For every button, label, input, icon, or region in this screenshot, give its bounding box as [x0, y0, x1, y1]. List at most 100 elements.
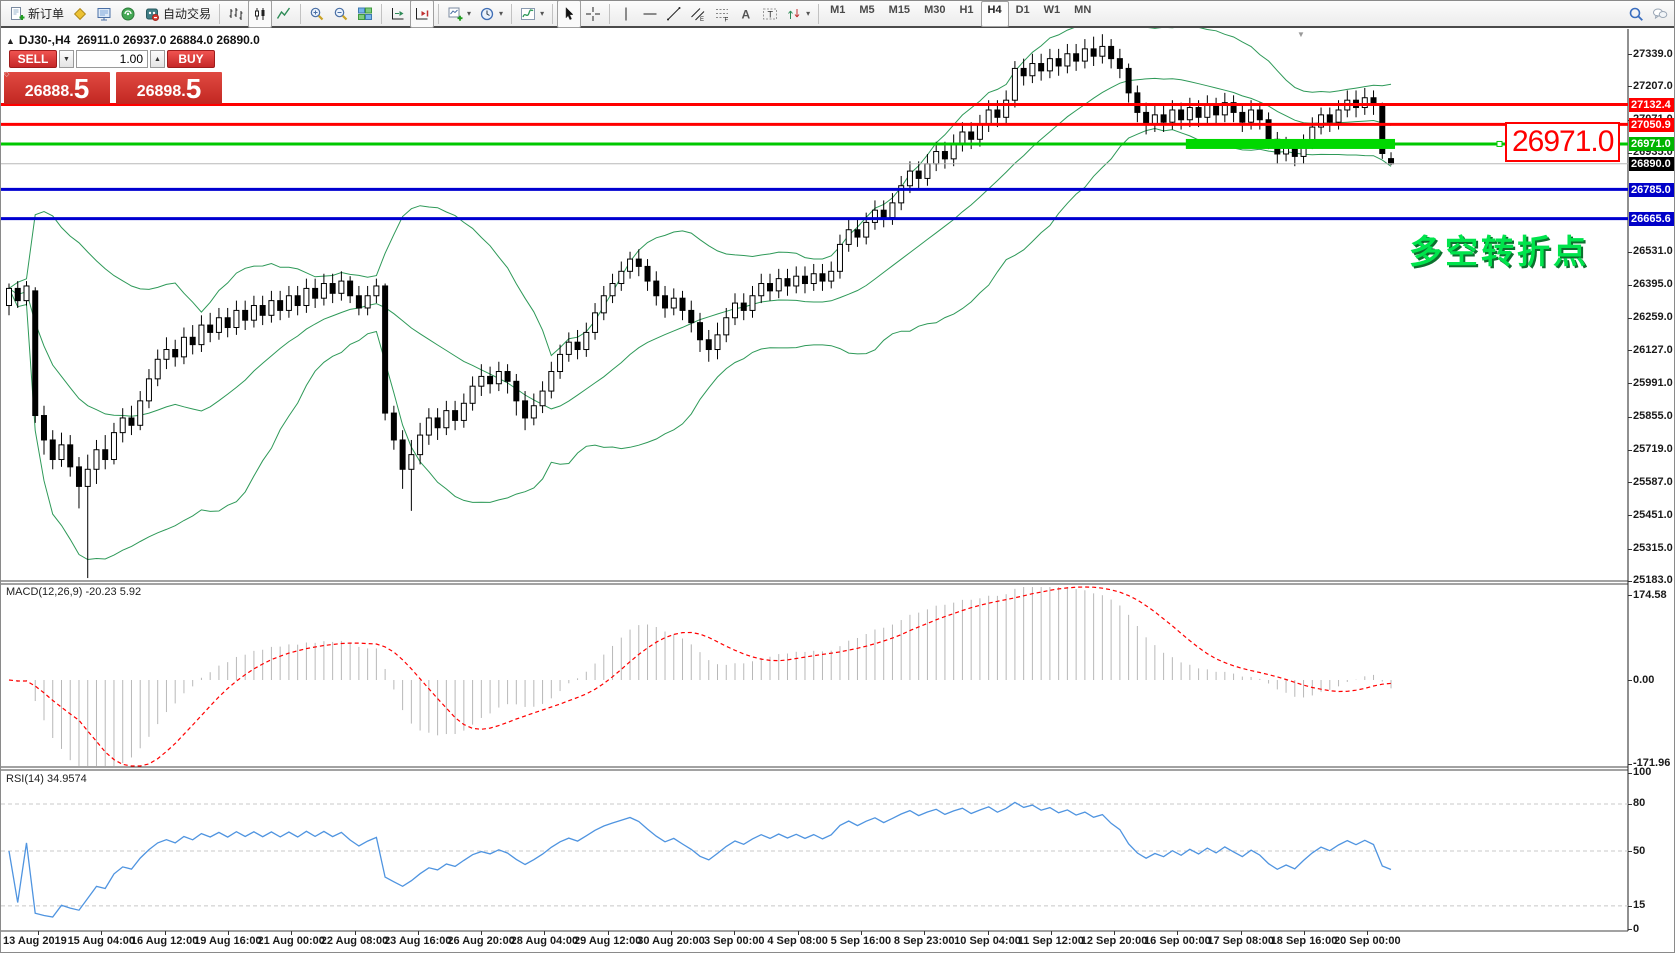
- new-order-button-label: 新订单: [28, 7, 65, 21]
- chart-shift-button[interactable]: [410, 1, 435, 28]
- axis-tick: [1628, 763, 1632, 765]
- axis-tick: [1628, 548, 1632, 550]
- time-axis-tick: [481, 931, 483, 935]
- line-chart-button[interactable]: [272, 1, 296, 28]
- zoom-out-icon: [333, 6, 349, 22]
- yellow-diamond-icon: [72, 6, 88, 22]
- axis-label: 50: [1633, 844, 1646, 857]
- axis-tick: [1628, 251, 1632, 253]
- metaeditor-button[interactable]: [68, 1, 92, 28]
- sell-price-quote[interactable]: 26888. 5: [4, 72, 110, 104]
- indicators-button[interactable]: ▾: [516, 1, 548, 28]
- time-axis-label: 13 Aug 2019: [3, 935, 67, 947]
- cursor-button[interactable]: [557, 1, 582, 28]
- svg-text:T: T: [768, 9, 774, 19]
- chart-periods-button[interactable]: ▾: [475, 1, 507, 28]
- timeframe-button-w1[interactable]: W1: [1043, 3, 1061, 16]
- time-axis-tick: [607, 931, 609, 935]
- cursor-icon: [561, 6, 577, 22]
- time-axis-label: 10 Sep 04:00: [954, 935, 1021, 947]
- trendline-button[interactable]: [662, 1, 686, 28]
- vline-icon: [618, 6, 634, 22]
- text-label-button[interactable]: T: [758, 1, 782, 28]
- collapse-panel-icon[interactable]: ▲: [6, 36, 15, 46]
- timeframe-button-h4[interactable]: H4: [980, 1, 1009, 27]
- indicators-icon: [520, 6, 536, 22]
- svg-text:E: E: [700, 17, 704, 22]
- axis-tick: [1628, 317, 1632, 319]
- timeframe-button-mn[interactable]: MN: [1074, 3, 1092, 16]
- chevron-down-icon[interactable]: ▾: [499, 9, 504, 18]
- search-button[interactable]: [1624, 1, 1648, 28]
- zoom-out-button[interactable]: [329, 1, 353, 28]
- chevron-down-icon[interactable]: ▾: [467, 9, 472, 18]
- toolbar-separator: [552, 3, 554, 24]
- bar-chart-button[interactable]: [224, 1, 248, 28]
- volume-input[interactable]: [76, 50, 148, 68]
- axis-label: 26971.0: [1629, 137, 1674, 152]
- trend-icon: [666, 6, 682, 22]
- volume-increase-button[interactable]: ▲: [150, 50, 165, 68]
- chevron-down-icon[interactable]: ▾: [806, 9, 811, 18]
- candles-icon: [252, 6, 268, 22]
- terminal-button[interactable]: [92, 1, 116, 28]
- chart-area[interactable]: ▲ DJ30-,H4 26911.0 26937.0 26884.0 26890.…: [1, 15, 1674, 952]
- equidistant-channel-button[interactable]: E: [686, 1, 710, 28]
- time-axis-label: 30 Aug 20:00: [637, 935, 705, 947]
- autoscroll-icon: [390, 6, 406, 22]
- time-axis-label: 21 Aug 00:00: [257, 935, 325, 947]
- toolbar: 新订单 自动交易 ▾ ▾ ▾ E F A T ▾ M1 M5 M15 M30 H1 H4 D1 W1 MN: [1, 1, 1674, 28]
- buy-price-quote[interactable]: 26898. 5: [116, 72, 222, 104]
- new-chart-button[interactable]: ▾: [443, 1, 475, 28]
- timeframe-button-h1[interactable]: H1: [959, 3, 974, 16]
- turning-point-annotation[interactable]: 多空转折点: [1409, 233, 1589, 270]
- axis-label: 27050.9: [1629, 117, 1674, 132]
- chevron-down-icon[interactable]: ▾: [540, 9, 545, 18]
- timeframe-button-m15[interactable]: M15: [888, 3, 911, 16]
- timeframe-button-m5[interactable]: M5: [859, 3, 875, 16]
- strategy-tester-button[interactable]: [116, 1, 140, 28]
- fibonacci-button[interactable]: F: [710, 1, 734, 28]
- time-axis-tick: [1114, 931, 1116, 935]
- axis-label: 27132.4: [1629, 98, 1674, 112]
- clock-icon: [479, 6, 495, 22]
- volume-decrease-button[interactable]: ▼: [59, 50, 74, 68]
- axis-tick: [1628, 449, 1632, 451]
- axis-label: 80: [1633, 797, 1646, 810]
- axis-label: 25315.0: [1633, 542, 1673, 555]
- autotrading-button[interactable]: 自动交易: [140, 1, 215, 28]
- autotrading-robot-icon: [144, 6, 160, 22]
- sell-button[interactable]: SELL: [9, 50, 57, 68]
- horizontal-line-button[interactable]: [638, 1, 662, 28]
- candlestick-chart-button[interactable]: [248, 1, 273, 28]
- auto-scroll-button[interactable]: [386, 1, 410, 28]
- crosshair-icon: [585, 6, 601, 22]
- timeframe-button-d1[interactable]: D1: [1015, 3, 1030, 16]
- toolbar-separator: [438, 3, 440, 24]
- toolbar-separator: [381, 3, 383, 24]
- axis-label: 25855.0: [1633, 410, 1673, 423]
- price-callout-box[interactable]: 26971.0: [1505, 121, 1621, 162]
- arrows-button[interactable]: ▾: [782, 1, 814, 28]
- time-axis-tick: [101, 931, 103, 935]
- time-axis-label: 19 Aug 16:00: [194, 935, 262, 947]
- chat-button[interactable]: [1648, 1, 1672, 28]
- search-icon: [1628, 6, 1644, 22]
- one-click-trading-panel: SELL ▼ ▲ BUY 26888.5 26898.5: [4, 50, 226, 104]
- tile-windows-button[interactable]: [353, 1, 377, 28]
- axis-tick: [1628, 929, 1632, 931]
- line-icon: [276, 6, 292, 22]
- timeframe-button-m30[interactable]: M30: [924, 3, 946, 16]
- new-order-button[interactable]: 新订单: [5, 1, 68, 28]
- timeframe-button-m1[interactable]: M1: [830, 3, 846, 16]
- buy-button[interactable]: BUY: [167, 50, 215, 68]
- axis-label: 26665.6: [1629, 212, 1674, 227]
- zoom-in-button[interactable]: [305, 1, 329, 28]
- crosshair-button[interactable]: [581, 1, 605, 28]
- axis-label: 25719.0: [1633, 443, 1673, 456]
- time-axis-label: 26 Aug 20:00: [447, 935, 515, 947]
- time-axis-label: 4 Sep 08:00: [767, 935, 828, 947]
- text-button[interactable]: A: [734, 1, 758, 28]
- vertical-line-button[interactable]: [614, 1, 638, 28]
